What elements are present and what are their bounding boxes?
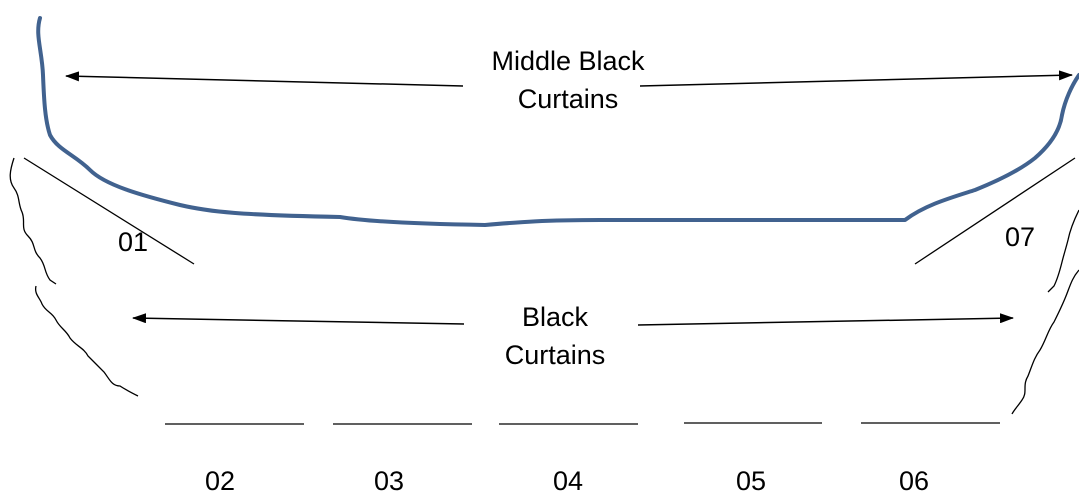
right-wing-curtain-upper — [1047, 209, 1079, 293]
black-curtains-label-line2: Curtains — [505, 340, 606, 370]
middle-black-curtain-line — [36, 16, 1079, 227]
segment-label-04: 04 — [553, 466, 583, 496]
border-line-07 — [914, 157, 1076, 265]
black-curtains-arrow-left — [132, 313, 465, 325]
segment-label-07: 07 — [1005, 222, 1035, 252]
segment-label-06: 06 — [899, 466, 929, 496]
middle-curtains-arrow-left — [65, 71, 464, 87]
middle-curtains-arrow-right — [639, 70, 1073, 87]
left-wing-curtain-upper — [9, 157, 57, 285]
segment-label-02: 02 — [205, 466, 235, 496]
segment-label-01: 01 — [118, 227, 148, 257]
segment-label-03: 03 — [374, 466, 404, 496]
middle-curtains-label-line2: Curtains — [518, 84, 619, 114]
middle-curtains-label-line1: Middle Black — [491, 46, 645, 76]
border-line-01 — [23, 157, 195, 265]
black-curtains-label-line1: Black — [522, 302, 589, 332]
right-wing-curtain-lower — [1011, 269, 1079, 415]
left-wing-curtain-lower — [34, 285, 139, 397]
segment-label-05: 05 — [736, 466, 766, 496]
black-curtains-arrow-right — [637, 313, 1014, 326]
